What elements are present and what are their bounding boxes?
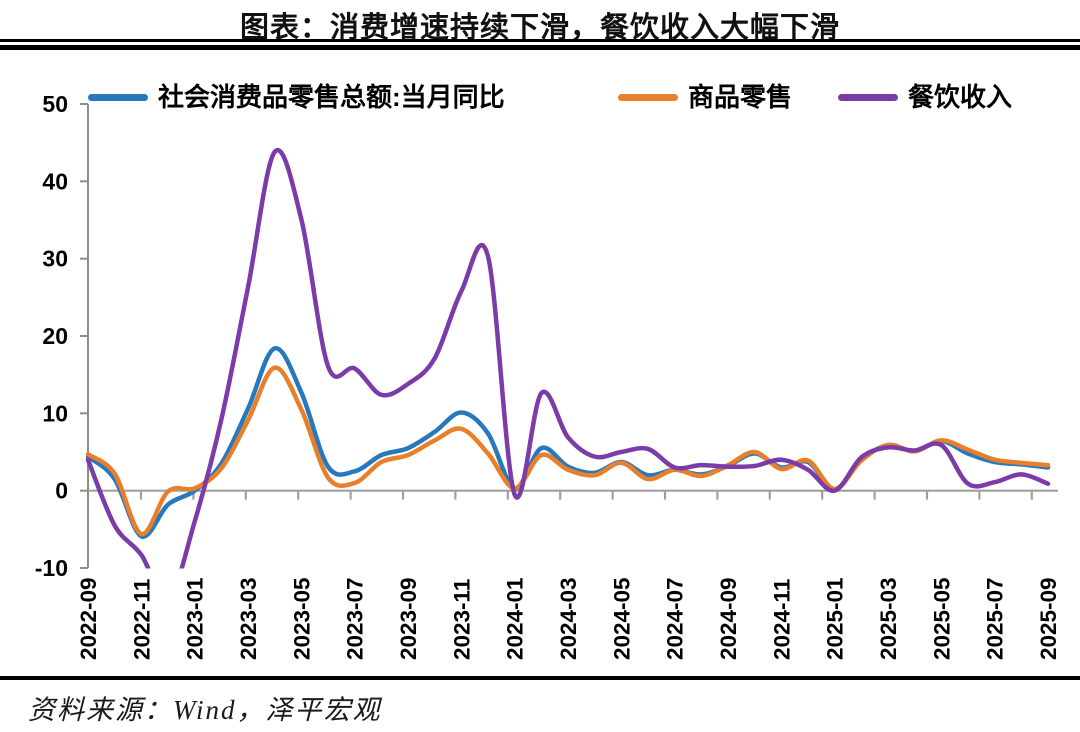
- svg-text:2023-05: 2023-05: [289, 577, 314, 660]
- y-tick-labels: -10 0 10 20 30 40 50: [35, 91, 68, 581]
- svg-text:2023-09: 2023-09: [396, 577, 421, 660]
- svg-text:2024-01: 2024-01: [503, 577, 528, 660]
- legend-label-goods-retail: 商品零售: [688, 82, 793, 112]
- svg-text:2024-05: 2024-05: [609, 577, 634, 660]
- svg-text:2022-11: 2022-11: [129, 579, 154, 660]
- legend-item-catering-income: 餐饮收入: [838, 82, 1012, 112]
- x-tick-labels: 2022-09 2022-11 2023-01 2023-03 2023-05 2023-…: [76, 577, 1061, 660]
- svg-text:2025-07: 2025-07: [983, 577, 1008, 660]
- svg-text:2025-01: 2025-01: [823, 577, 848, 660]
- legend-item-retail-total: 社会消费品零售总额:当月同比: [88, 82, 505, 112]
- legend-swatch-blue: [88, 93, 148, 101]
- bottom-border: [0, 676, 1080, 680]
- source-note: 资料来源：Wind，泽平宏观: [28, 695, 382, 725]
- top-border-thin: [0, 39, 1080, 42]
- svg-text:2025-03: 2025-03: [876, 577, 901, 660]
- line-chart: -10 0 10 20 30 40 50 2022-09 2022-11 2023-01 2023-…: [35, 91, 1061, 660]
- top-border-thick: [0, 45, 1080, 50]
- chart-title: 图表：消费增速持续下滑，餐饮收入大幅下滑: [239, 12, 840, 44]
- svg-text:2024-07: 2024-07: [663, 577, 688, 660]
- series-line-1: [85, 365, 1051, 537]
- svg-text:2024-03: 2024-03: [556, 577, 581, 660]
- svg-text:2022-09: 2022-09: [76, 577, 101, 660]
- series-line-2: [85, 147, 1051, 569]
- legend-item-goods-retail: 商品零售: [618, 82, 792, 112]
- legend-swatch-orange: [618, 93, 678, 101]
- svg-text:2023-07: 2023-07: [343, 577, 368, 660]
- legend-swatch-purple: [838, 93, 898, 101]
- svg-text:30: 30: [42, 246, 68, 272]
- svg-text:2023-11: 2023-11: [449, 579, 474, 660]
- svg-text:10: 10: [42, 400, 68, 426]
- legend: 社会消费品零售总额:当月同比 商品零售 餐饮收入: [0, 82, 1080, 112]
- x-axis-zero-line: [88, 489, 1058, 500]
- svg-text:2025-09: 2025-09: [1036, 577, 1061, 660]
- svg-text:40: 40: [42, 168, 68, 194]
- legend-label-catering-income: 餐饮收入: [908, 82, 1013, 112]
- legend-label-retail-total: 社会消费品零售总额:当月同比: [158, 82, 505, 112]
- svg-text:2024-09: 2024-09: [716, 577, 741, 660]
- svg-text:2023-01: 2023-01: [183, 577, 208, 660]
- svg-text:50: 50: [42, 91, 68, 117]
- svg-text:20: 20: [42, 323, 68, 349]
- svg-text:2024-11: 2024-11: [769, 579, 794, 660]
- svg-text:2023-03: 2023-03: [236, 577, 261, 660]
- svg-text:2025-05: 2025-05: [929, 577, 954, 660]
- svg-text:0: 0: [55, 478, 68, 504]
- y-axis: [80, 103, 89, 569]
- svg-text:-10: -10: [35, 555, 68, 581]
- series-lines: [85, 147, 1051, 569]
